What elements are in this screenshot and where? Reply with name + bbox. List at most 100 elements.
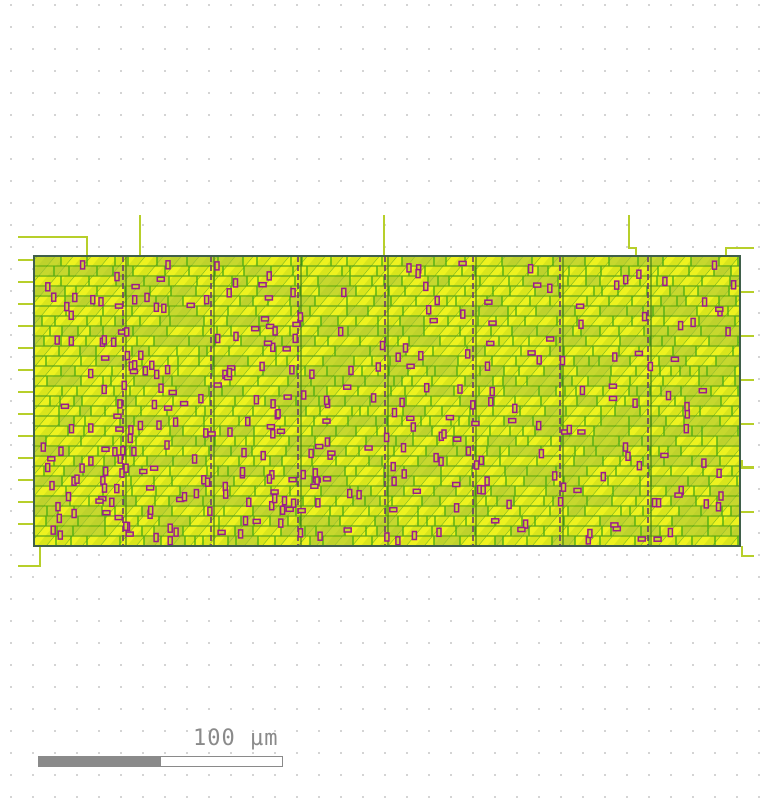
- cell-fill: [34, 337, 44, 345]
- cell-fill: [318, 277, 350, 285]
- via-cell: [259, 361, 265, 372]
- cell-fill: [699, 317, 735, 325]
- via-cell: [138, 350, 144, 361]
- via-cell: [156, 420, 162, 430]
- cell-fill: [329, 517, 340, 525]
- via-cell: [660, 452, 669, 459]
- via-cell: [406, 263, 412, 273]
- cell-fill: [524, 477, 546, 485]
- cell-fill: [96, 357, 126, 365]
- via-cell: [213, 382, 222, 388]
- via-cell: [506, 499, 512, 510]
- via-cell: [545, 336, 555, 342]
- cell-fill: [172, 437, 196, 445]
- cell-fill: [323, 357, 354, 365]
- cell-fill: [297, 477, 312, 485]
- via-cell: [172, 417, 179, 427]
- cell-fill: [601, 417, 629, 425]
- scale-bar: [38, 756, 283, 767]
- via-cell: [71, 508, 77, 519]
- cell-fill: [650, 337, 662, 345]
- cell-fill: [719, 297, 736, 305]
- via-cell: [622, 274, 629, 285]
- via-cell: [131, 446, 137, 457]
- via-cell: [560, 482, 567, 492]
- via-cell: [401, 469, 407, 479]
- cell-fill: [358, 487, 371, 495]
- cell-fill: [116, 277, 144, 285]
- cell-fill: [637, 387, 650, 395]
- cell-fill: [171, 537, 185, 545]
- cell-fill: [403, 407, 425, 415]
- cell-fill: [404, 467, 441, 475]
- via-cell: [441, 429, 447, 439]
- cell-fill: [680, 367, 690, 375]
- via-cell: [464, 349, 471, 359]
- via-cell: [395, 352, 401, 362]
- via-cell: [406, 415, 415, 422]
- cell-fill: [134, 377, 163, 385]
- cell-fill: [619, 437, 642, 445]
- via-cell: [124, 350, 131, 361]
- via-cell: [268, 500, 275, 511]
- cell-fill: [235, 527, 253, 535]
- cell-fill: [34, 507, 47, 515]
- cell-fill: [574, 457, 603, 465]
- via-cell: [281, 495, 288, 506]
- cell-fill: [345, 397, 370, 405]
- cell-fill: [189, 337, 215, 345]
- via-cell: [226, 288, 232, 298]
- via-cell: [68, 423, 75, 434]
- cell-fill: [163, 377, 172, 385]
- cell-fill: [629, 417, 651, 425]
- via-cell: [641, 311, 648, 322]
- cell-fill: [480, 367, 504, 375]
- via-cell-group: [40, 260, 737, 546]
- io-pin: [741, 546, 754, 557]
- cell-fill: [587, 497, 612, 505]
- via-cell: [715, 306, 724, 313]
- cell-fill: [672, 517, 708, 525]
- cell-fill: [562, 377, 572, 385]
- cell-fill: [422, 497, 440, 505]
- via-cell: [402, 343, 409, 353]
- via-cell: [283, 394, 292, 400]
- via-cell: [297, 312, 304, 322]
- scale-bar-fill: [39, 757, 161, 766]
- via-cell: [102, 466, 109, 477]
- cell-fill: [205, 437, 215, 445]
- cell-fill: [97, 267, 113, 275]
- via-cell: [667, 527, 674, 538]
- via-cell: [123, 327, 130, 337]
- via-cell: [203, 294, 210, 305]
- via-cell: [161, 303, 167, 314]
- via-cell: [282, 346, 291, 352]
- cell-fill: [556, 467, 587, 475]
- via-cell: [198, 393, 204, 404]
- cell-fill: [279, 387, 314, 395]
- cell-fill: [688, 477, 709, 485]
- via-cell: [547, 283, 553, 294]
- via-cell: [308, 448, 314, 459]
- cell-fill: [241, 337, 265, 345]
- via-cell: [173, 527, 179, 537]
- cell-fill: [365, 377, 394, 385]
- cell-fill: [677, 297, 686, 305]
- cell-fill: [568, 507, 585, 515]
- via-cell: [470, 400, 476, 410]
- via-cell: [250, 325, 260, 332]
- cell-fill: [218, 257, 243, 265]
- cell-fill: [574, 357, 589, 365]
- cell-fill: [180, 487, 206, 495]
- via-cell: [625, 451, 631, 462]
- cell-fill: [699, 367, 707, 375]
- cell-fill: [593, 437, 619, 445]
- via-cell: [186, 302, 195, 309]
- via-cell: [391, 407, 398, 418]
- via-cell: [112, 446, 118, 457]
- cell-fill: [533, 417, 561, 425]
- via-cell: [167, 523, 173, 533]
- cell-fill: [321, 317, 338, 325]
- via-cell: [164, 440, 170, 450]
